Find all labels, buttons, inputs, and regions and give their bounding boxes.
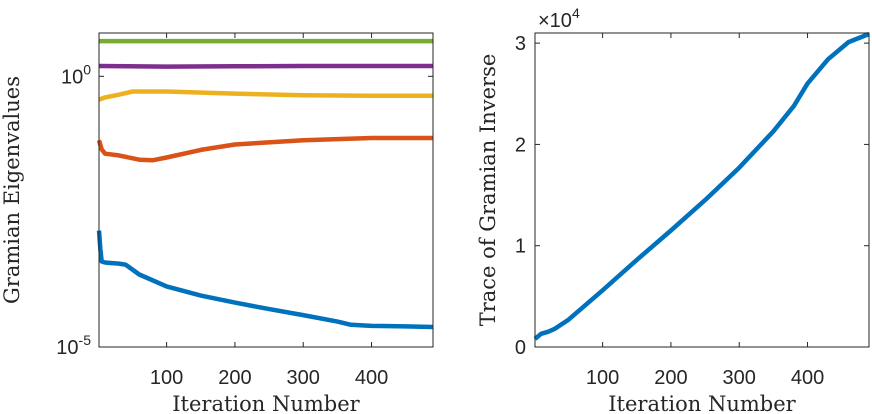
trace-series-group <box>533 31 870 341</box>
right-y-tick-label: 0 <box>515 337 526 359</box>
left-y-axis-label: Gramian Eigenvalues <box>0 76 24 304</box>
eigenvalue-line-2 <box>98 63 433 69</box>
left-x-axis-label: Iteration Number <box>172 392 360 414</box>
right-y-axis-label: Trace of Gramian Inverse <box>476 54 500 327</box>
left-y-tick-label: 10-5 <box>56 332 91 359</box>
right-y-tick-label: 2 <box>515 134 526 156</box>
right-x-ticks: 100 200 300 400 <box>586 33 824 389</box>
eigenvalue-series-group <box>96 38 434 330</box>
right-x-tick-label: 400 <box>791 367 824 389</box>
exponent-base: ×10 <box>538 10 572 32</box>
left-axes-box <box>98 32 434 348</box>
exponent-power: 4 <box>572 5 580 21</box>
left-x-tick-label: 400 <box>355 367 388 389</box>
left-y-ticks: 100 10-5 <box>56 61 433 359</box>
left-y-tick-label: 100 <box>61 61 91 88</box>
eigenvalues-panel: 100 200 300 400 100 10-5 Iteration Number Gr… <box>0 32 434 414</box>
right-x-axis-label: Iteration Number <box>608 392 796 414</box>
right-y-ticks: 0 1 2 3 <box>515 33 869 359</box>
right-x-tick-label: 300 <box>723 367 756 389</box>
eigenvalue-line-4 <box>96 135 433 163</box>
trace-line <box>533 31 870 341</box>
left-x-tick-label: 300 <box>287 367 320 389</box>
left-x-ticks: 100 200 300 400 <box>150 33 388 389</box>
eigenvalue-line-5 <box>96 230 434 330</box>
right-y-tick-label: 1 <box>515 236 526 258</box>
right-axes-box <box>534 32 870 348</box>
eigenvalue-line-3 <box>98 89 433 102</box>
right-x-tick-label: 200 <box>654 367 687 389</box>
right-y-tick-label: 3 <box>515 33 526 55</box>
left-x-tick-label: 200 <box>218 367 251 389</box>
left-x-tick-label: 100 <box>150 367 183 389</box>
y-exponent-label: ×104 <box>538 5 580 32</box>
right-x-tick-label: 100 <box>586 367 619 389</box>
